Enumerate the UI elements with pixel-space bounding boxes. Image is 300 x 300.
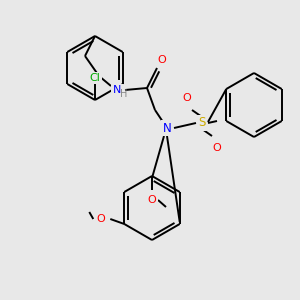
Text: O: O: [158, 55, 166, 65]
Text: H: H: [120, 89, 128, 99]
Text: N: N: [163, 122, 171, 134]
Text: O: O: [213, 143, 221, 153]
Text: O: O: [96, 214, 105, 224]
Text: S: S: [198, 116, 206, 130]
Text: N: N: [113, 85, 121, 95]
Text: O: O: [183, 93, 191, 103]
Text: O: O: [148, 195, 156, 205]
Text: Cl: Cl: [90, 73, 101, 83]
